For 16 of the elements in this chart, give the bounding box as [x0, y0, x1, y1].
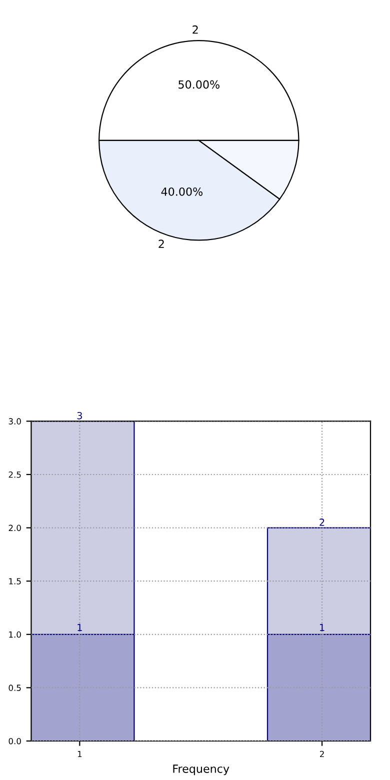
y-tick-label: 0.0 [8, 738, 21, 744]
legend-label: 2 [320, 750, 324, 758]
data-label: 1 [78, 624, 82, 631]
slice-label: 2 [192, 25, 198, 34]
data-label: 40.00% [161, 187, 202, 196]
y-tick-label: 1.0 [9, 631, 21, 638]
data-label: 1 [320, 624, 324, 631]
y-tick-label: 2.5 [8, 471, 21, 478]
slice-label: 2 [158, 240, 164, 248]
y-tick-label: 3.0 [8, 418, 21, 424]
y-tick-label: 2.0 [8, 524, 21, 532]
x-axis-title: Frequency [173, 764, 230, 776]
data-label: 50.00% [178, 80, 220, 89]
y-tick-label: 0.5 [8, 684, 21, 691]
total-label: 3 [77, 412, 82, 420]
y-tick-label: 1.5 [9, 578, 21, 584]
